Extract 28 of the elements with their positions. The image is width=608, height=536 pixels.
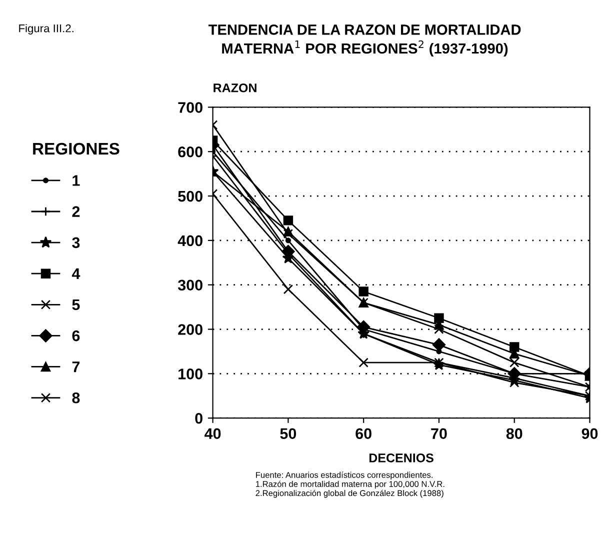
y-tick-label: 0 <box>195 412 202 424</box>
source-note: Fuente: Anuarios estadísticos correspondientes. 1.Razón de mortalidad materna por 100,000 N.V.R. 2.Regionalización global de González Block (1988) <box>256 472 444 498</box>
y-tick-label: 200 <box>178 324 202 335</box>
legend-label: 7 <box>72 362 80 372</box>
legend-label: 2 <box>72 206 80 217</box>
y-tick-label: 500 <box>178 190 202 202</box>
y-tick-label: 100 <box>178 368 202 380</box>
x-tick-label: 50 <box>280 428 296 440</box>
x-tick-label: 90 <box>582 428 598 440</box>
legend-label: 5 <box>72 299 80 310</box>
legend-label: 1 <box>72 175 80 186</box>
y-tick-label: 400 <box>178 235 202 246</box>
y-axis-title: RAZON <box>214 83 256 92</box>
legend-label: 4 <box>72 268 80 279</box>
y-tick-label: 600 <box>178 146 202 158</box>
text: Figura III.2. <box>19 24 74 34</box>
legend-label: 3 <box>72 237 80 248</box>
x-tick-label: 60 <box>356 428 372 440</box>
x-axis-title: DECENIOS <box>369 453 434 462</box>
x-tick-label: 40 <box>204 428 221 440</box>
x-tick-label: 70 <box>431 428 447 440</box>
chart-title: TENDENCIA DE LA RAZON DE MORTALIDAD MATERNA$^{1}$ POR REGIONES$^{2}$ (1937-1990) <box>208 24 521 57</box>
y-tick-label: 300 <box>178 280 202 291</box>
legend-title: REGIONES <box>33 142 120 155</box>
legend-label: 8 <box>72 392 80 404</box>
x-tick-label: 80 <box>506 428 522 440</box>
y-tick-label: 700 <box>178 102 202 113</box>
legend-label: 6 <box>72 330 80 342</box>
